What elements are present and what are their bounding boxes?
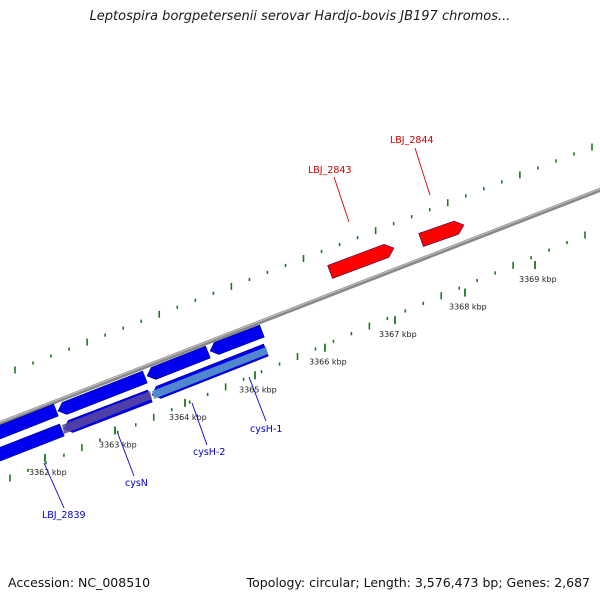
genome-backbone bbox=[0, 187, 600, 426]
forward-strand-genes bbox=[327, 220, 465, 279]
gene-leader-line bbox=[414, 147, 431, 196]
gene-label: LBJ_2844 bbox=[390, 135, 434, 146]
gene-label: cysH-1 bbox=[250, 424, 282, 435]
accession-text: Accession: NC_008510 bbox=[8, 575, 151, 590]
gene-leader-line bbox=[248, 376, 267, 422]
gene-labels: LBJ_2839 cysN cysH-2 cysH-1 LBJ_2843 LBJ_2844 bbox=[42, 135, 434, 521]
gene-leader-line bbox=[191, 402, 208, 446]
gene-leader-line bbox=[117, 433, 135, 477]
gene-label: cysN bbox=[125, 478, 148, 489]
highlight-region bbox=[152, 347, 268, 399]
minor-ticks bbox=[9, 143, 593, 482]
tick-label: 3365 kbp bbox=[239, 385, 277, 394]
gene-label: LBJ_2843 bbox=[308, 165, 352, 176]
reverse-strand-genes bbox=[0, 324, 269, 462]
backbone-highlight bbox=[0, 188, 600, 423]
highlight-region bbox=[62, 391, 152, 434]
tick-label: 3364 kbp bbox=[169, 413, 207, 422]
map-title: Leptospira borgpetersenii serovar Hardjo… bbox=[89, 9, 511, 24]
tick-label: 3363 kbp bbox=[99, 440, 137, 449]
gene-label: LBJ_2839 bbox=[42, 510, 86, 521]
reverse-gene-arrow bbox=[209, 324, 265, 355]
reverse-gene-arrow bbox=[57, 370, 148, 415]
tick-label: 3369 kbp bbox=[519, 275, 557, 284]
gene-label: cysH-2 bbox=[193, 447, 225, 458]
tick-label: 3366 kbp bbox=[309, 358, 347, 367]
forward-gene-arrow bbox=[418, 220, 465, 247]
genome-summary-text: Topology: circular; Length: 3,576,473 bp… bbox=[246, 575, 590, 590]
reverse-gene-arrow bbox=[0, 423, 65, 462]
forward-gene-arrow bbox=[327, 243, 395, 279]
backbone-line bbox=[0, 187, 600, 426]
gene-leader-line bbox=[333, 176, 350, 223]
tick-label: 3368 kbp bbox=[449, 303, 487, 312]
tick-label: 3367 kbp bbox=[379, 330, 417, 339]
gene-leader-line bbox=[43, 462, 65, 509]
reverse-gene-arrow bbox=[0, 403, 59, 440]
reverse-gene-arrow bbox=[146, 345, 211, 380]
